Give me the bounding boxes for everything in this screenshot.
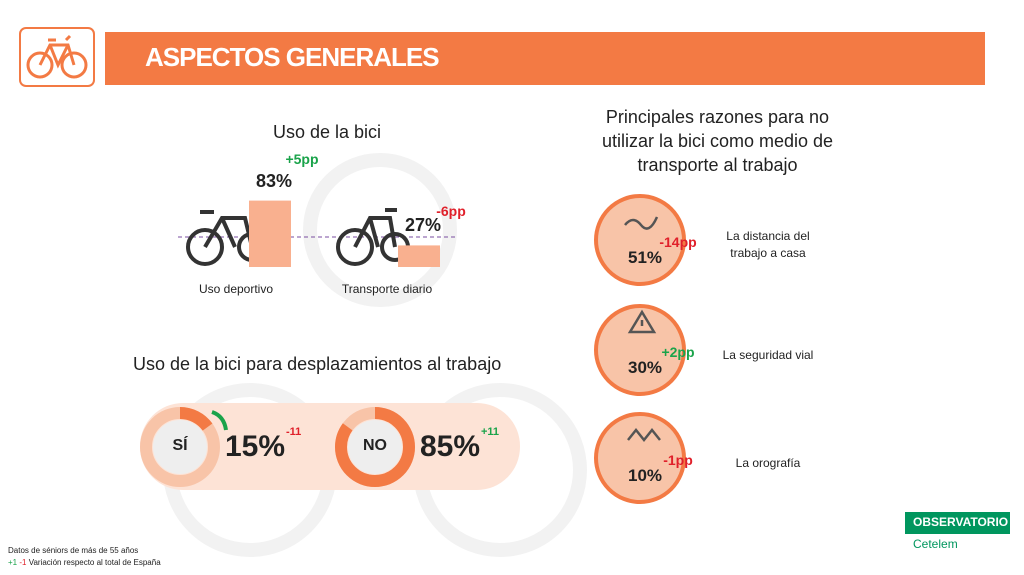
logo-line2: Cetelem xyxy=(913,537,958,551)
donut-arc xyxy=(140,407,220,487)
bar-category-label: Transporte diario xyxy=(341,282,433,296)
donut-center xyxy=(153,420,207,474)
bike-use-title: Uso de la bici xyxy=(273,122,382,142)
reason-label: La distancia del trabajo a casa xyxy=(726,229,810,260)
header-title: ASPECTOS GENERALES xyxy=(145,42,440,72)
bar xyxy=(398,245,440,267)
donut-center xyxy=(348,420,402,474)
donut-value: 15% xyxy=(225,430,286,463)
reason-change: -1pp xyxy=(663,452,693,468)
reason-value: 10% xyxy=(627,466,663,485)
reason-label: La seguridad vial xyxy=(722,348,814,362)
arrow-icon xyxy=(211,410,228,431)
footer-legend: +1 -1 Variación respecto al total de Esp… xyxy=(8,558,161,567)
bar-change-label: +5pp xyxy=(285,150,319,167)
bar-category-label: Uso deportivo xyxy=(198,282,274,296)
header-bike-icon xyxy=(19,27,95,87)
reason-value: 51% xyxy=(627,248,663,267)
bar xyxy=(249,200,291,267)
commute-title: Uso de la bici para desplazamientos al t… xyxy=(133,354,502,374)
donut-change: -11 xyxy=(286,426,302,438)
header-bar xyxy=(105,32,985,85)
commute-pill xyxy=(140,403,520,490)
logo-box xyxy=(905,512,1010,534)
reason-circles xyxy=(594,194,686,504)
legend-text: Variación respecto al total de España xyxy=(28,558,161,567)
bar-value-label: 83% xyxy=(255,170,293,191)
bar-value-label: 27% xyxy=(404,215,442,236)
donut-label: SÍ xyxy=(172,437,188,454)
legend-up: +1 xyxy=(8,558,18,567)
legend-down: -1 xyxy=(19,558,27,567)
donut-label: NO xyxy=(363,437,387,454)
reason-label: La orografía xyxy=(735,456,801,470)
footer-note: Datos de séniors de más de 55 años xyxy=(8,546,139,555)
donut-change: +11 xyxy=(481,426,500,438)
reasons-title: Principales razones para no utilizar la … xyxy=(601,107,834,175)
reason-change: -14pp xyxy=(659,234,697,250)
donut-arc xyxy=(335,407,415,487)
bar-change-label: -6pp xyxy=(436,203,466,220)
donut-value: 85% xyxy=(420,430,481,463)
reason-value: 30% xyxy=(627,358,663,377)
reason-change: +2pp xyxy=(661,344,695,360)
logo-line1: OBSERVATORIO xyxy=(913,515,1009,529)
